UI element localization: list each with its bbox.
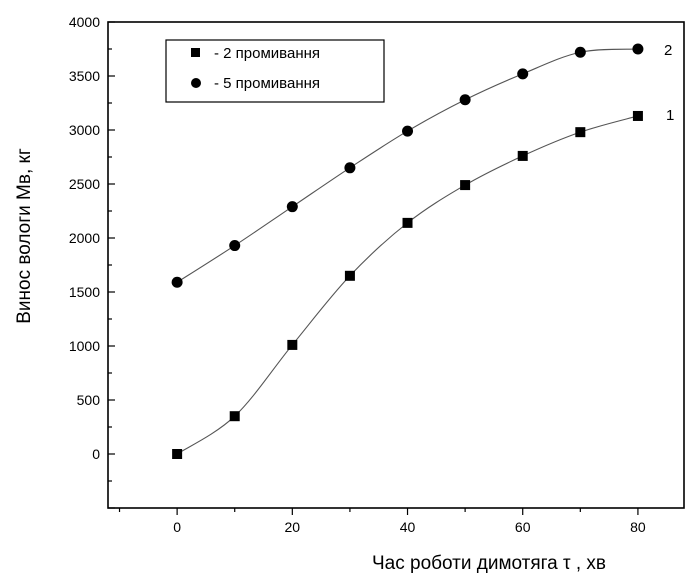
x-tick-label: 80 — [630, 519, 646, 535]
fit-curve-series-1 — [176, 115, 639, 455]
data-point-series-1 — [344, 270, 355, 281]
fit-curves — [176, 48, 639, 455]
data-point-series-2 — [632, 43, 644, 55]
legend: - 2 промивання - 5 промивання — [165, 39, 385, 103]
y-axis-title: Винос вологи Мв, кг — [14, 148, 35, 324]
legend-circle-marker-icon — [191, 78, 201, 88]
y-tick-label: 3000 — [69, 122, 100, 138]
y-tick-label: 4000 — [69, 14, 100, 30]
axis-ticks: 0 500 1000 1500 2000 2500 3000 3500 4000 0 20 40 60 8… — [69, 14, 646, 535]
x-tick-label: 60 — [515, 519, 531, 535]
data-point-series-2 — [459, 94, 471, 106]
data-point-series-2 — [286, 201, 298, 213]
x-tick-label: 20 — [285, 519, 301, 535]
data-point-series-1 — [287, 339, 298, 350]
x-tick-label: 40 — [400, 519, 416, 535]
y-tick-label: 3500 — [69, 68, 100, 84]
curve-label-2: 2 — [664, 42, 672, 59]
data-point-series-2 — [344, 162, 356, 174]
y-tick-label: 500 — [77, 392, 101, 408]
data-point-series-1 — [575, 127, 586, 138]
y-tick-label: 0 — [92, 446, 100, 462]
data-point-series-1 — [229, 411, 240, 422]
legend-box — [165, 39, 385, 103]
data-point-series-1 — [632, 110, 643, 121]
y-tick-label: 1000 — [69, 338, 100, 354]
data-point-series-2 — [517, 68, 529, 80]
legend-label-series-1: - 2 промивання — [214, 45, 320, 62]
data-point-series-1 — [402, 217, 413, 228]
data-markers — [171, 43, 644, 459]
data-point-series-2 — [402, 125, 414, 137]
legend-label-series-2: - 5 промивання — [214, 75, 320, 92]
y-tick-label: 2500 — [69, 176, 100, 192]
y-tick-label: 2000 — [69, 230, 100, 246]
data-point-series-1 — [172, 449, 183, 459]
data-point-series-2 — [574, 46, 586, 58]
x-tick-label: 0 — [173, 519, 181, 535]
x-axis-title: Час роботи димотяга τ , хв — [372, 553, 606, 574]
data-point-series-1 — [460, 180, 471, 191]
data-point-series-2 — [171, 276, 183, 288]
curve-label-1: 1 — [666, 107, 674, 124]
legend-square-marker-icon — [191, 48, 200, 57]
y-tick-label: 1500 — [69, 284, 100, 300]
data-point-series-1 — [517, 150, 528, 161]
data-point-series-2 — [229, 240, 241, 252]
